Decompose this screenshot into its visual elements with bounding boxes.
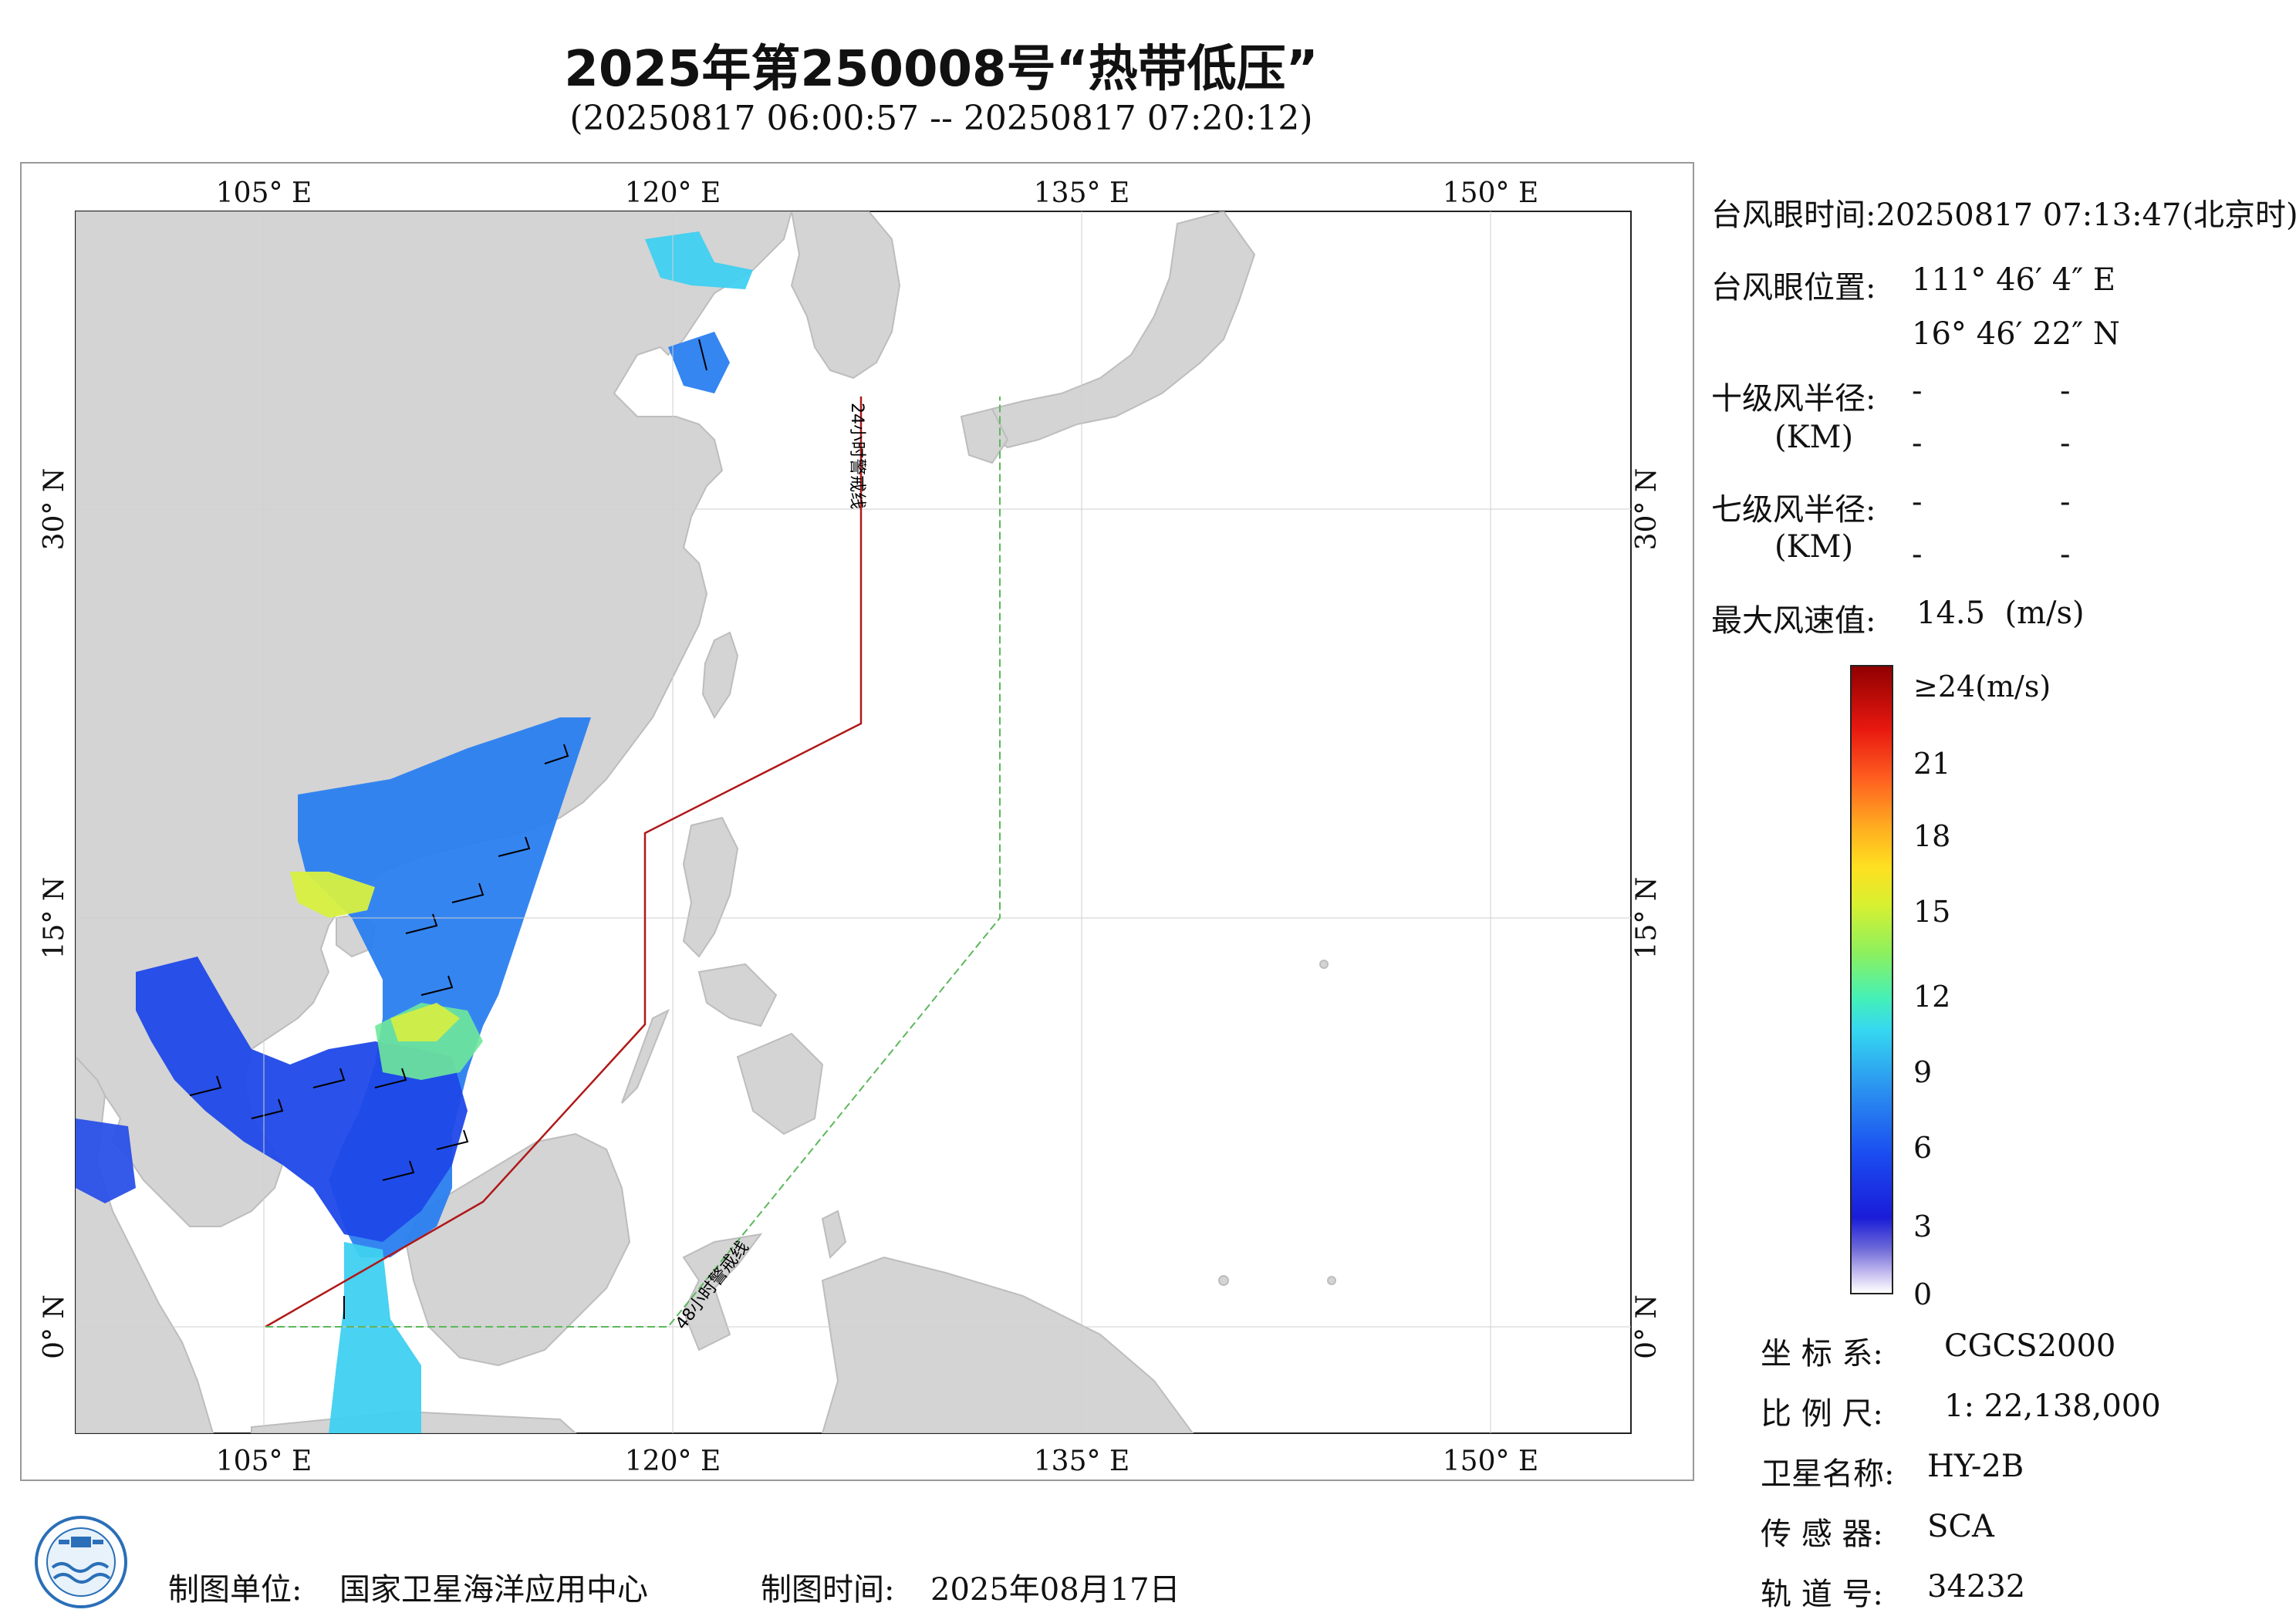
legend-tick-21: 21 [1913, 747, 1951, 781]
footer-time-label: 制图时间: [761, 1572, 895, 1608]
land-palawan [621, 1008, 670, 1104]
r10-dash-3: - [1912, 426, 1923, 461]
max-wind-label: 最大风速值: [1711, 603, 1876, 639]
r7-dash-3: - [1912, 537, 1923, 572]
land-new-guinea [821, 1256, 1194, 1433]
eye-lat: 16° 46′ 22″ N [1912, 316, 2120, 352]
swath-bohai [645, 231, 753, 289]
land-halmahera [821, 1210, 847, 1260]
spec-orbit-value: 34232 [1927, 1569, 2026, 1604]
footer-time-value: 2025年08月17日 [930, 1572, 1180, 1608]
land-korea [790, 211, 901, 380]
r7-label: 七级风半径: [1711, 492, 1876, 528]
map-frame [20, 162, 1694, 1481]
land-sulawesi [682, 1233, 763, 1351]
warning-line-48h [265, 396, 1001, 1328]
label-24h-line: 24小时警戒线 [847, 403, 866, 509]
lon-label-top-120: 120° E [625, 177, 721, 209]
lon-label-top-150: 150° E [1443, 177, 1538, 209]
land-malay-sumatra [76, 1055, 214, 1433]
r7-dash-1: - [1912, 484, 1923, 520]
land-islet [1327, 1276, 1336, 1285]
map-subtitle: (20250817 06:00:57 -- 20250817 07:20:12) [569, 99, 1313, 138]
spec-crs-value: CGCS2000 [1944, 1328, 2116, 1364]
lat-label-left-30: 30° N [39, 468, 70, 551]
max-wind-value: 14.5 (m/s) [1916, 596, 2085, 631]
warning-line-24h [265, 396, 863, 1328]
lon-label-bottom-135: 135° E [1034, 1446, 1129, 1477]
r10-dash-2: - [2060, 373, 2071, 409]
lat-label-right-30: 30° N [1631, 468, 1663, 551]
eye-time-value: 20250817 07:13:47(北京时) [1876, 197, 2296, 233]
footer-unit-value: 国家卫星海洋应用中心 [339, 1572, 648, 1608]
spec-scale-value: 1: 22,138,000 [1944, 1388, 2161, 1424]
spec-satellite-label: 卫星名称: [1761, 1456, 1895, 1492]
legend-tick-3: 3 [1913, 1210, 1933, 1243]
wind-swath [76, 231, 753, 1433]
legend-top-label: ≥24(m/s) [1913, 670, 2051, 704]
footer-unit-label: 制图单位: [168, 1572, 302, 1608]
eye-lon: 111° 46′ 4″ E [1912, 262, 2116, 298]
spec-scale-label: 比 例 尺: [1761, 1396, 1883, 1432]
legend-tick-15: 15 [1913, 895, 1951, 929]
r7-km-label: (KM) [1774, 529, 1854, 565]
lat-label-left-15: 15° N [39, 877, 70, 960]
r7-dash-2: - [2060, 484, 2071, 520]
lat-label-right-15: 15° N [1631, 877, 1663, 960]
spec-crs-label: 坐 标 系: [1761, 1336, 1883, 1372]
swath-yellow-sea [668, 332, 730, 393]
r10-label: 十级风半径: [1711, 381, 1876, 417]
swath-yellow-patch [390, 1003, 460, 1041]
swath-gulf-thailand [76, 1119, 136, 1203]
lon-label-bottom-150: 150° E [1443, 1446, 1538, 1477]
wind-map[interactable]: 24小时警戒线 48小时警戒线 105° E 120° E 135° E 150… [20, 162, 1694, 1481]
legend-tick-18: 18 [1913, 819, 1951, 853]
eye-pos-label: 台风眼位置: [1711, 270, 1876, 305]
map-title: 2025年第250008号“热带低压” [564, 41, 1319, 98]
r10-dash-1: - [1912, 373, 1923, 409]
lon-label-top-135: 135° E [1034, 177, 1129, 209]
land-mindanao [736, 1032, 824, 1135]
land [76, 211, 1336, 1433]
lon-label-bottom-120: 120° E [625, 1446, 721, 1477]
wind-barbs [189, 339, 707, 1319]
lat-label-right-0: 0° N [1631, 1294, 1663, 1359]
spec-sensor-value: SCA [1927, 1509, 1994, 1544]
lon-label-top-105: 105° E [216, 177, 312, 209]
spec-sensor-label: 传 感 器: [1761, 1517, 1883, 1552]
land-islet [1319, 960, 1329, 969]
nsoas-logo-icon [35, 1516, 127, 1608]
legend-tick-6: 6 [1913, 1131, 1933, 1165]
spec-orbit-label: 轨 道 号: [1761, 1577, 1883, 1612]
eye-time-label: 台风眼时间: [1711, 197, 1876, 233]
r10-km-label: (KM) [1774, 420, 1854, 455]
lon-label-bottom-105: 105° E [216, 1446, 312, 1477]
swath-gulf-tonkin [290, 872, 375, 918]
r10-dash-4: - [2060, 426, 2071, 461]
lat-label-left-0: 0° N [39, 1294, 70, 1359]
legend-tick-9: 9 [1913, 1055, 1933, 1089]
r7-dash-4: - [2060, 537, 2071, 572]
legend-tick-12: 12 [1913, 980, 1951, 1014]
land-japan [983, 211, 1256, 449]
legend-tick-0: 0 [1913, 1277, 1933, 1311]
spec-satellite-value: HY-2B [1927, 1449, 2024, 1484]
land-islet [1218, 1275, 1229, 1286]
eye-time-row: 台风眼时间:20250817 07:13:47(北京时) [1711, 190, 2296, 235]
swath-karimata [329, 1242, 421, 1433]
land-taiwan [701, 631, 739, 719]
land-borneo [404, 1132, 631, 1367]
land-luzon [682, 816, 739, 958]
land-visayas [697, 963, 778, 1027]
wind-speed-colorbar [1850, 665, 1893, 1294]
swath-scs-south [136, 957, 468, 1242]
